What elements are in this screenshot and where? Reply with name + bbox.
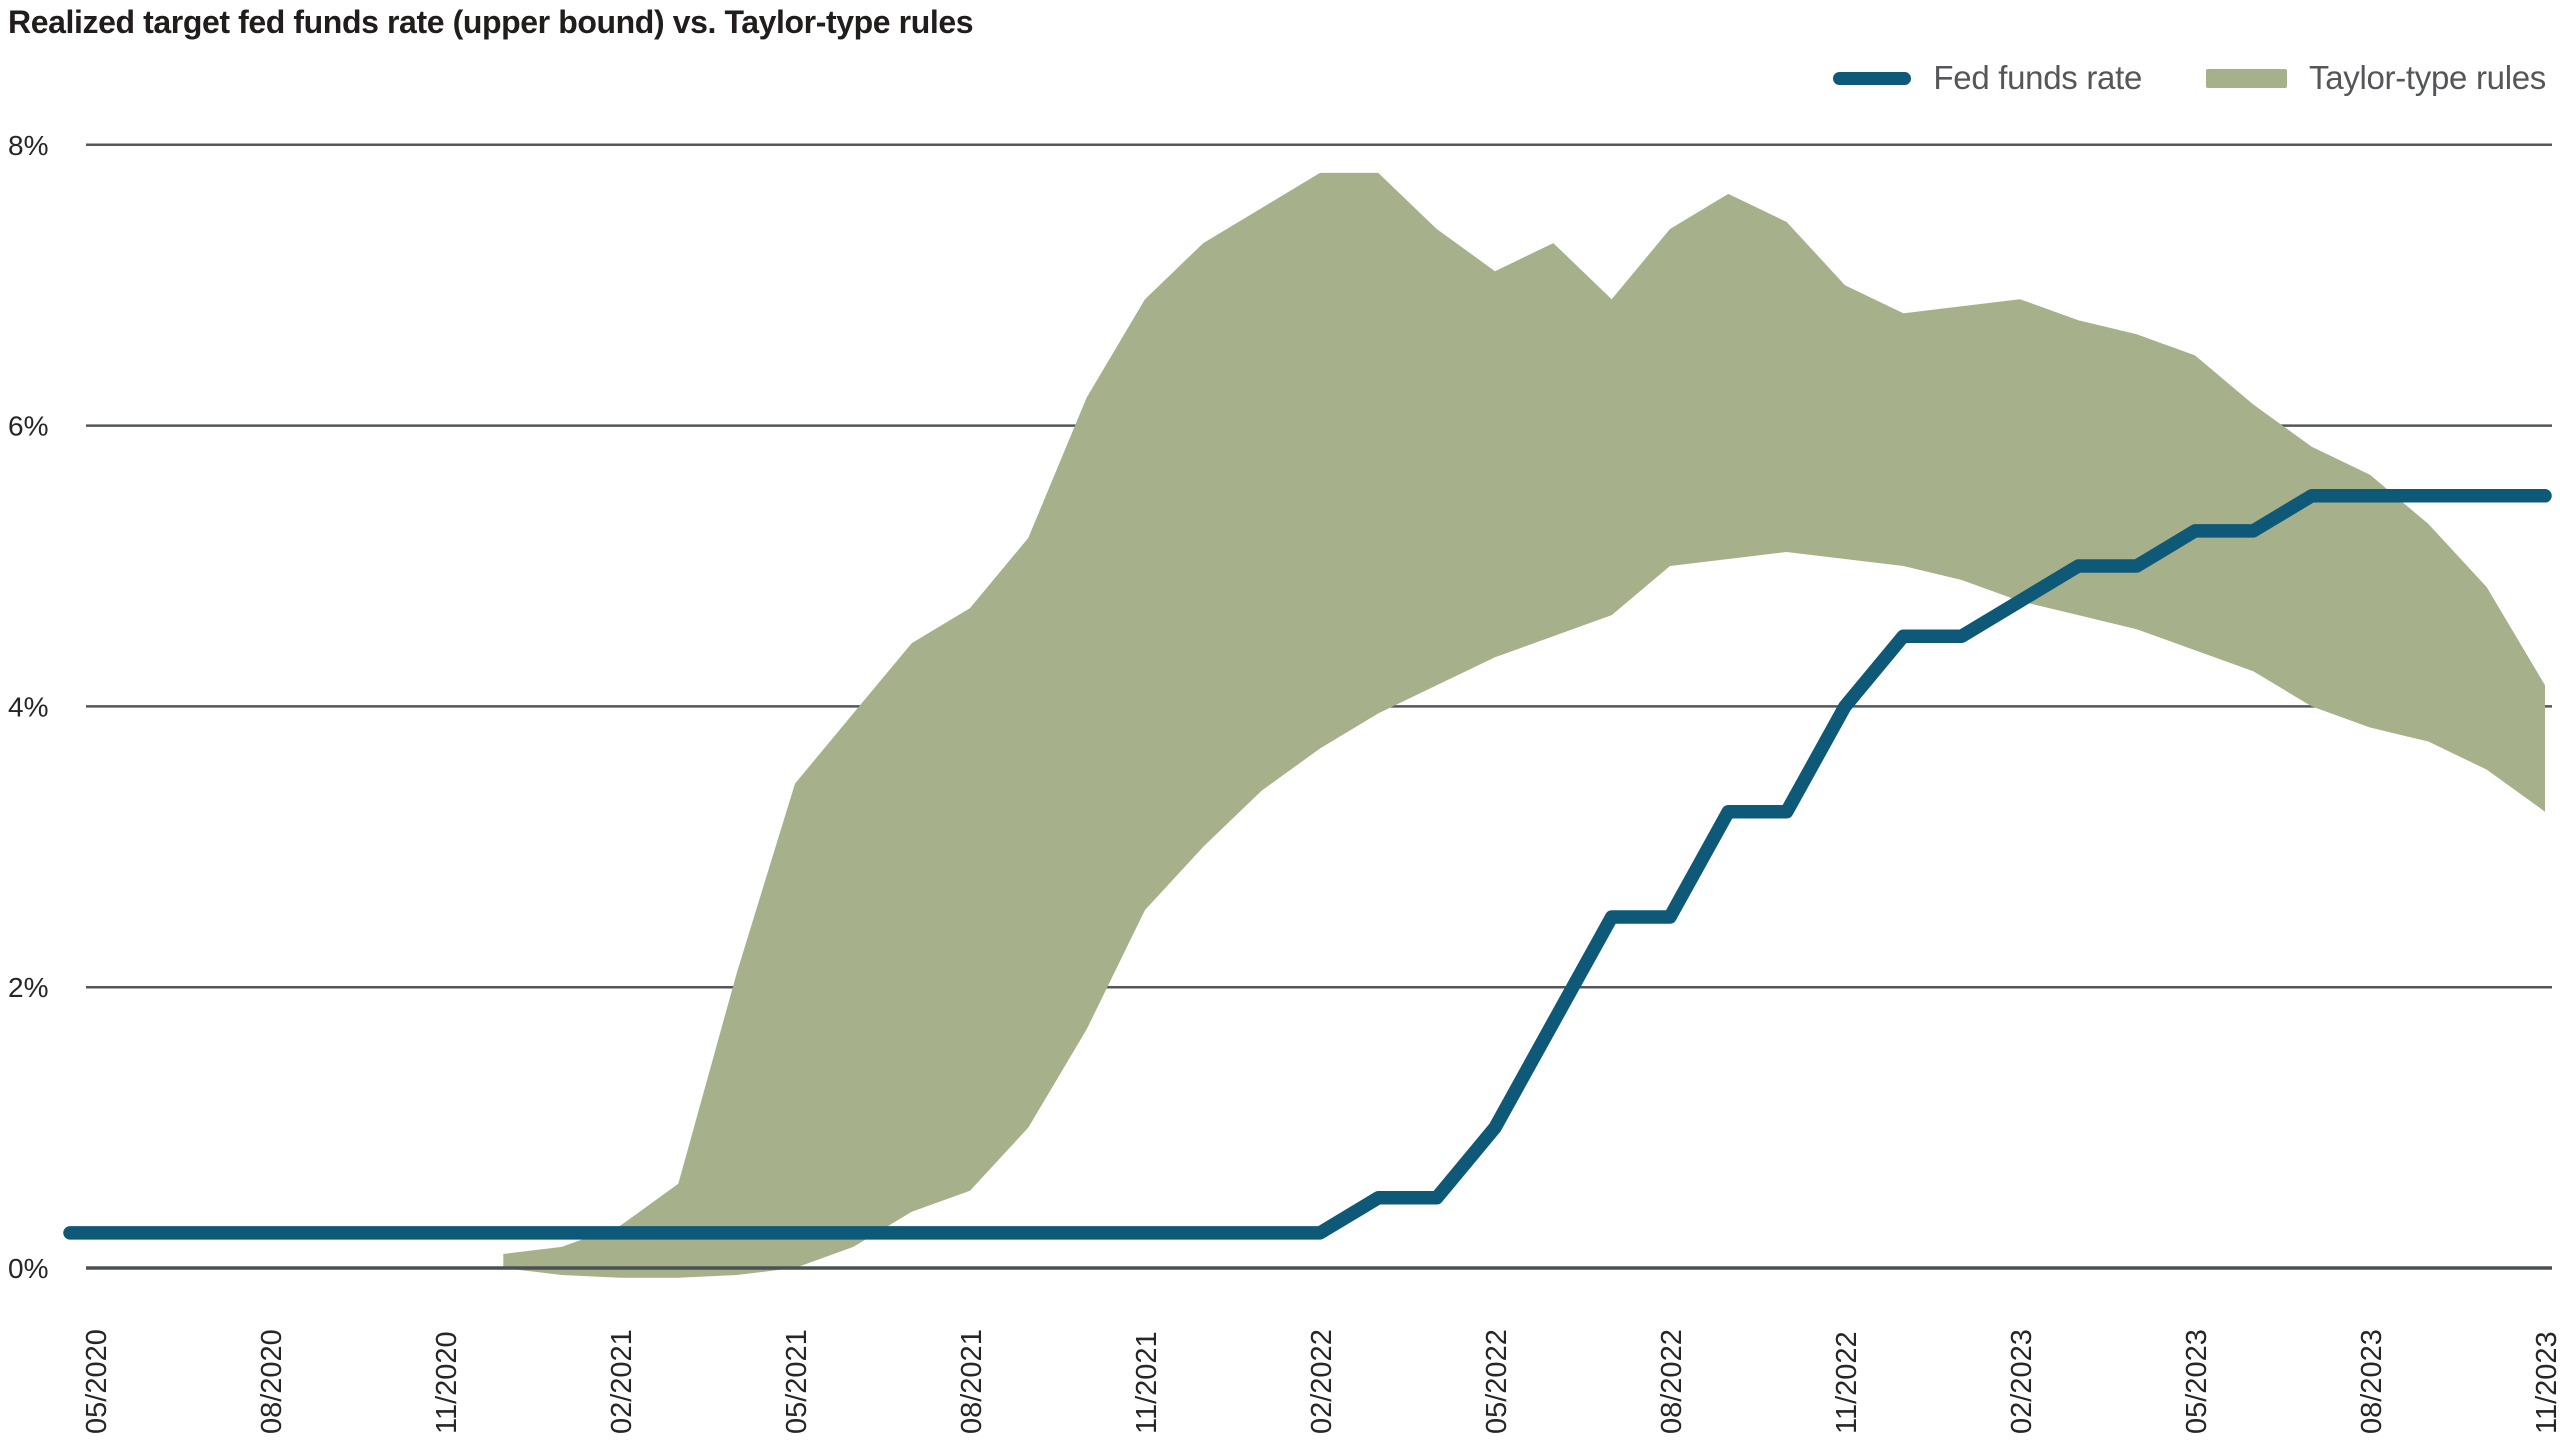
x-axis-tick-label: 02/2021 (606, 1329, 638, 1434)
x-axis-tick-label: 08/2021 (956, 1329, 988, 1434)
chart-legend: Fed funds rate Taylor-type rules (1833, 56, 2546, 100)
fed-funds-line-swatch-icon (1833, 71, 1912, 85)
x-axis-tick-label: 08/2023 (2356, 1329, 2388, 1434)
x-axis-tick-label: 05/2020 (81, 1329, 113, 1434)
fed-funds-line (63, 489, 2552, 1240)
x-axis-tick-label: 05/2022 (1481, 1329, 1513, 1434)
chart-title: Realized target fed funds rate (upper bo… (8, 4, 974, 40)
x-axis-tick-label: 11/2023 (2531, 1331, 2560, 1434)
x-axis-tick-label: 05/2021 (781, 1329, 813, 1434)
legend-label: Fed funds rate (1933, 59, 2142, 96)
legend-label: Taylor-type rules (2309, 59, 2546, 96)
x-axis-tick-label: 11/2021 (1131, 1331, 1163, 1434)
x-axis-tick-label: 02/2022 (1306, 1329, 1338, 1434)
x-axis-tick-label: 11/2020 (431, 1331, 463, 1434)
y-axis-tick-label: 6% (8, 411, 48, 442)
y-axis-tick-label: 0% (8, 1253, 48, 1284)
x-axis-tick-label: 08/2022 (1656, 1329, 1688, 1434)
legend-item-taylor-type-rules: Taylor-type rules (2206, 59, 2546, 97)
x-axis-tick-label: 11/2022 (1831, 1331, 1863, 1434)
y-axis-tick-label: 2% (8, 972, 48, 1003)
x-axis-tick-label: 08/2020 (256, 1329, 288, 1434)
legend-item-fed-funds-rate: Fed funds rate (1833, 59, 2142, 97)
y-axis-tick-label: 8% (8, 130, 48, 161)
y-axis-tick-label: 4% (8, 691, 48, 722)
x-axis-tick-label: 05/2023 (2181, 1329, 2213, 1434)
x-axis-tick-label: 02/2023 (2006, 1329, 2038, 1434)
taylor-band-swatch-icon (2206, 68, 2287, 88)
taylor-band-area (503, 172, 2545, 1278)
